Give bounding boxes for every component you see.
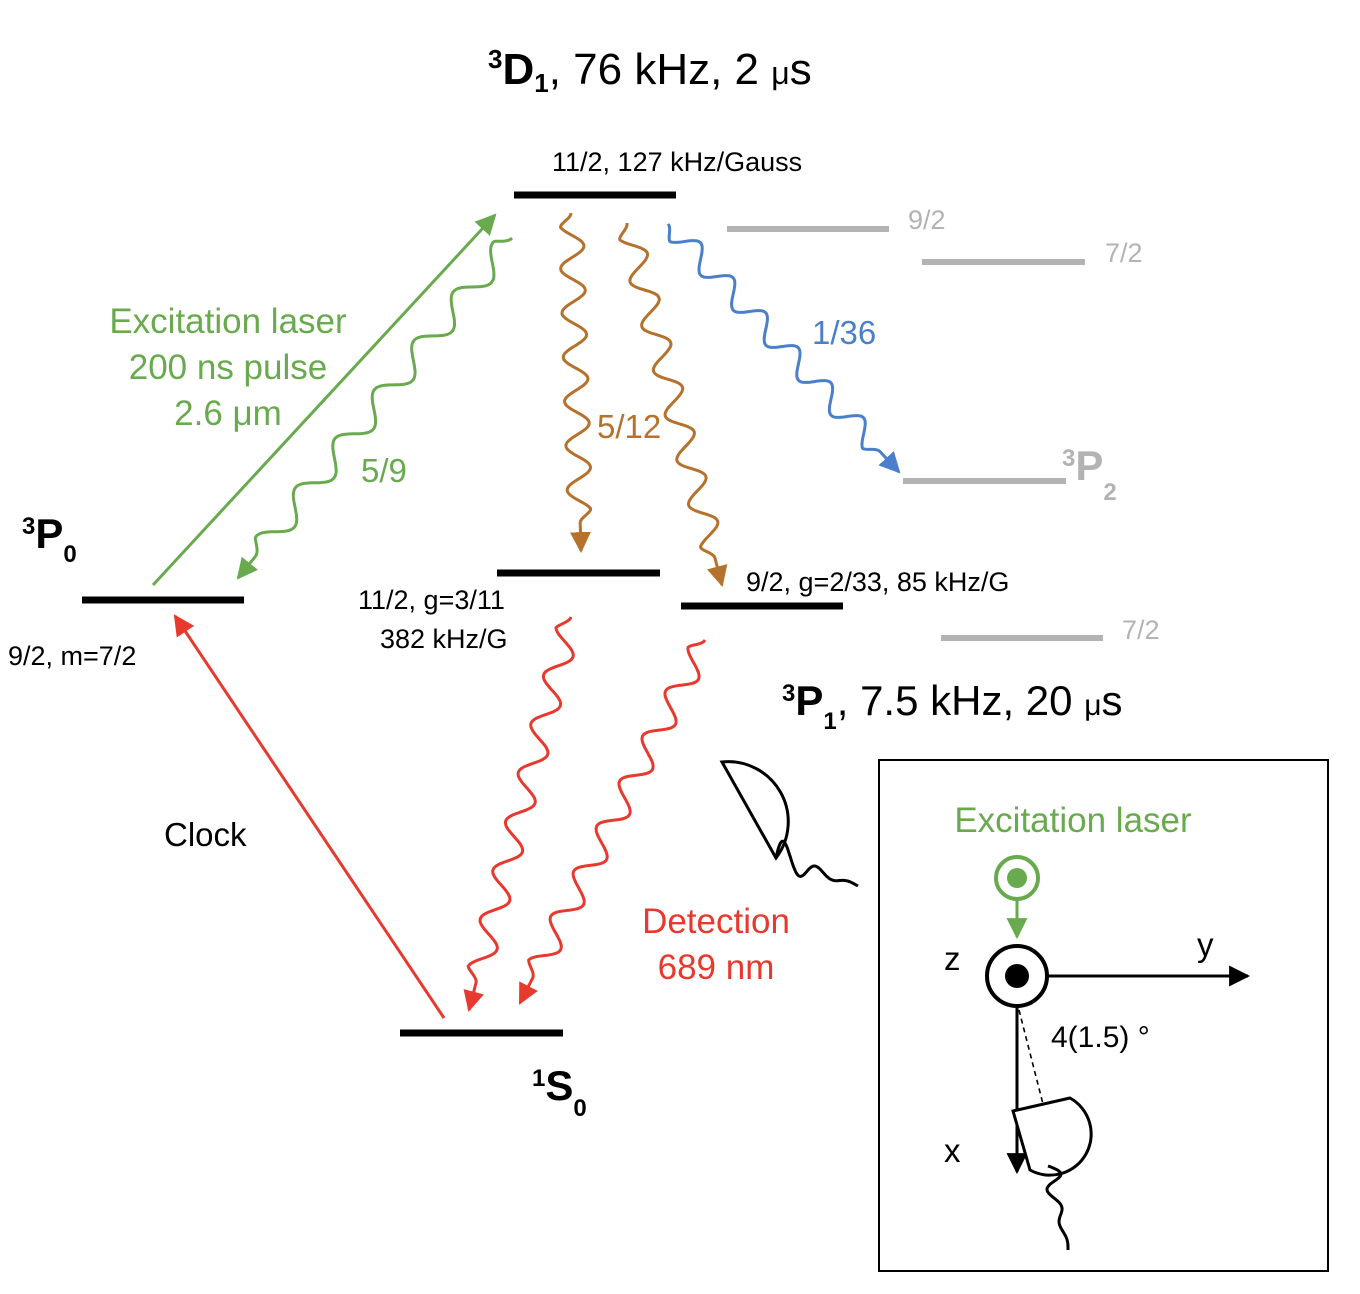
z-axis-dot-icon (1005, 964, 1029, 988)
clock-label: Clock (164, 816, 247, 853)
d1-f112-label: 11/2, 127 kHz/Gauss (552, 147, 802, 177)
p1-f112-label-line2: 382 kHz/G (380, 624, 508, 654)
d1-title: 3D1, 76 kHz, 2 μs (488, 44, 812, 98)
excitation-label-line1: Excitation laser (109, 302, 347, 341)
s0-label-main: S (545, 1062, 573, 1109)
decay-arrow-p0 (236, 236, 514, 580)
p1-title-main: P (795, 677, 823, 724)
d1-f92-label: 9/2 (908, 205, 946, 235)
detection-label-line1: Detection (642, 902, 790, 941)
detection-label-line2: 689 nm (658, 948, 775, 987)
inset-detector-icon (1011, 1096, 1093, 1177)
p1-title-unit: s (1101, 677, 1122, 724)
p1-f72-label: 7/2 (1122, 615, 1160, 645)
p0-label-sup: 3 (22, 513, 35, 540)
p1-title: 3P1, 7.5 kHz, 20 μs (782, 677, 1122, 735)
decay-arrow-p2 (666, 223, 901, 474)
d1-title-unit: s (790, 45, 812, 94)
detection-arrow-2 (518, 639, 707, 1005)
detection-arrow-1 (463, 616, 575, 1013)
detector-signal-icon (774, 839, 859, 888)
d1-title-mu: μ (771, 55, 789, 91)
beam-out-of-page-dot-icon (1007, 868, 1027, 888)
p1-f112-label-line1: 11/2, g=3/11 (358, 585, 505, 615)
angle-dashed-line (1018, 1009, 1044, 1105)
decay-arrow-p1-f92 (618, 222, 728, 588)
branch-label-p1: 5/12 (597, 408, 661, 445)
excitation-arrow (151, 213, 497, 587)
p0-label-sub: 0 (63, 541, 76, 568)
p1-f92-label: 9/2, g=2/33, 85 kHz/G (746, 567, 1009, 597)
detector-icon (719, 760, 790, 861)
decay-arrow-p1-f112 (559, 212, 593, 554)
d1-title-sub: 1 (534, 68, 548, 98)
p1-title-mu: μ (1084, 689, 1101, 722)
p2-label: 3P2 (1062, 442, 1117, 506)
d1-title-rest: , 76 kHz, 2 (549, 45, 772, 94)
clock-arrow (173, 614, 446, 1019)
axis-z-label: z (944, 940, 961, 977)
p2-label-main: P (1075, 442, 1103, 489)
s0-label: 1S0 (532, 1062, 587, 1122)
p1-title-rest: , 7.5 kHz, 20 (837, 677, 1084, 724)
p0-label: 3P0 (22, 510, 77, 568)
p1-title-sub: 1 (823, 708, 836, 735)
branch-label-p2: 1/36 (812, 314, 876, 351)
inset-box (878, 759, 1329, 1272)
p2-label-sup: 3 (1062, 445, 1075, 472)
axis-x-label: x (944, 1132, 961, 1169)
inset-detector-signal-icon (1045, 1164, 1070, 1250)
p2-label-sub: 2 (1103, 479, 1116, 506)
excitation-label-line2: 200 ns pulse (129, 348, 327, 387)
branch-label-p0: 5/9 (361, 452, 407, 489)
s0-label-sub: 0 (573, 1095, 586, 1122)
angle-label: 4(1.5) ° (1051, 1021, 1150, 1054)
d1-title-main: D (502, 45, 534, 94)
d1-title-sup: 3 (488, 44, 502, 74)
d1-f72-label: 7/2 (1105, 238, 1143, 268)
p1-title-sup: 3 (782, 680, 795, 707)
p0-level-label: 9/2, m=7/2 (8, 641, 136, 671)
axis-y-label: y (1197, 926, 1214, 963)
inset-excitation-label: Excitation laser (954, 801, 1192, 840)
s0-label-sup: 1 (532, 1065, 545, 1092)
excitation-label-line3: 2.6 μm (174, 394, 282, 433)
p0-label-main: P (35, 510, 63, 557)
